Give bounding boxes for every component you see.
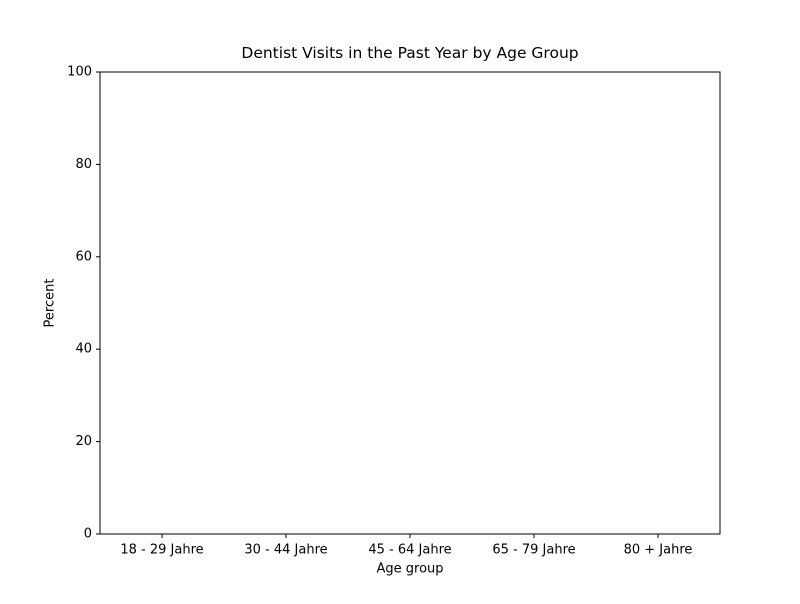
y-tick-label: 20	[75, 434, 92, 449]
x-tick-label: 45 - 64 Jahre	[368, 543, 451, 558]
x-axis-label: Age group	[376, 562, 443, 577]
x-tick-label: 30 - 44 Jahre	[244, 543, 327, 558]
x-tick-label: 80 + Jahre	[624, 543, 693, 558]
chart-title: Dentist Visits in the Past Year by Age G…	[241, 44, 578, 62]
plot-frame	[99, 71, 721, 535]
y-tick-label: 100	[67, 65, 92, 80]
y-tick-label: 40	[75, 342, 92, 357]
y-tick-label: 0	[84, 527, 92, 542]
y-tick-label: 80	[75, 157, 92, 172]
y-axis-label: Percent	[43, 279, 58, 328]
x-tick-label: 18 - 29 Jahre	[120, 543, 203, 558]
x-tick-label: 65 - 79 Jahre	[492, 543, 575, 558]
y-tick-label: 60	[75, 249, 92, 264]
